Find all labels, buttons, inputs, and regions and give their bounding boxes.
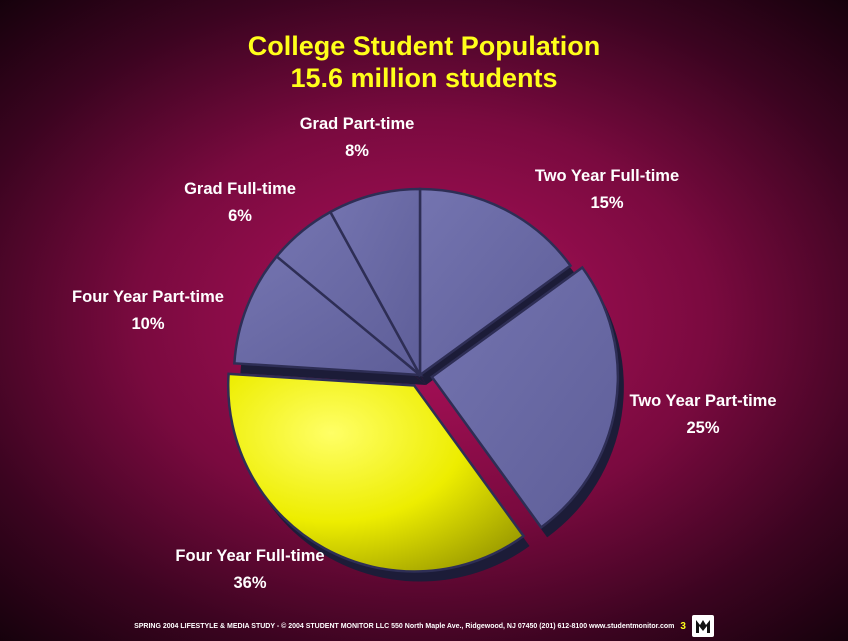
student-monitor-logo-icon — [691, 615, 714, 637]
slice-label-name: Four Year Part-time — [72, 288, 224, 306]
slice-label-value: 10% — [131, 315, 165, 333]
slice-label-value: 36% — [233, 574, 267, 592]
footer-text: SPRING 2004 LIFESTYLE & MEDIA STUDY - © … — [134, 622, 675, 630]
slice-label-grad-part-time: Grad Part-time 8% — [300, 111, 415, 165]
pie-slice-two-year-part-time — [430, 265, 620, 530]
pie-slice-two-year-full-time — [418, 187, 573, 378]
chart-subtitle: 15.6 million students — [290, 63, 558, 93]
slice-label-two-year-part-time: Two Year Part-time 25% — [629, 388, 776, 442]
slice-label-name: Grad Full-time — [184, 180, 296, 198]
page-number: 3 — [680, 620, 686, 632]
slice-label-value: 15% — [590, 194, 624, 212]
pie-slice-four-year-full-time — [226, 372, 526, 573]
chart-title-block: College Student Population 15.6 million … — [0, 30, 848, 94]
pie-slice-four-year-part-time — [233, 254, 424, 377]
slice-label-name: Two Year Part-time — [629, 392, 777, 410]
slice-label-name: Grad Part-time — [299, 115, 415, 133]
slice-label-value: 6% — [228, 207, 252, 225]
slice-label-name: Two Year Full-time — [534, 167, 680, 185]
slice-label-value: 8% — [345, 142, 369, 160]
slice-label-four-year-full-time: Four Year Full-time 36% — [175, 543, 324, 597]
pie-slice-grad-part-time — [328, 187, 422, 376]
slice-label-name: Four Year Full-time — [175, 547, 325, 565]
slice-label-grad-full-time: Grad Full-time 6% — [184, 176, 296, 230]
slice-label-value: 25% — [686, 419, 720, 437]
footer: SPRING 2004 LIFESTYLE & MEDIA STUDY - © … — [0, 615, 848, 637]
slice-label-two-year-full-time: Two Year Full-time 15% — [535, 163, 679, 217]
slice-label-four-year-part-time: Four Year Part-time 10% — [72, 284, 224, 338]
chart-title: College Student Population — [247, 31, 601, 61]
